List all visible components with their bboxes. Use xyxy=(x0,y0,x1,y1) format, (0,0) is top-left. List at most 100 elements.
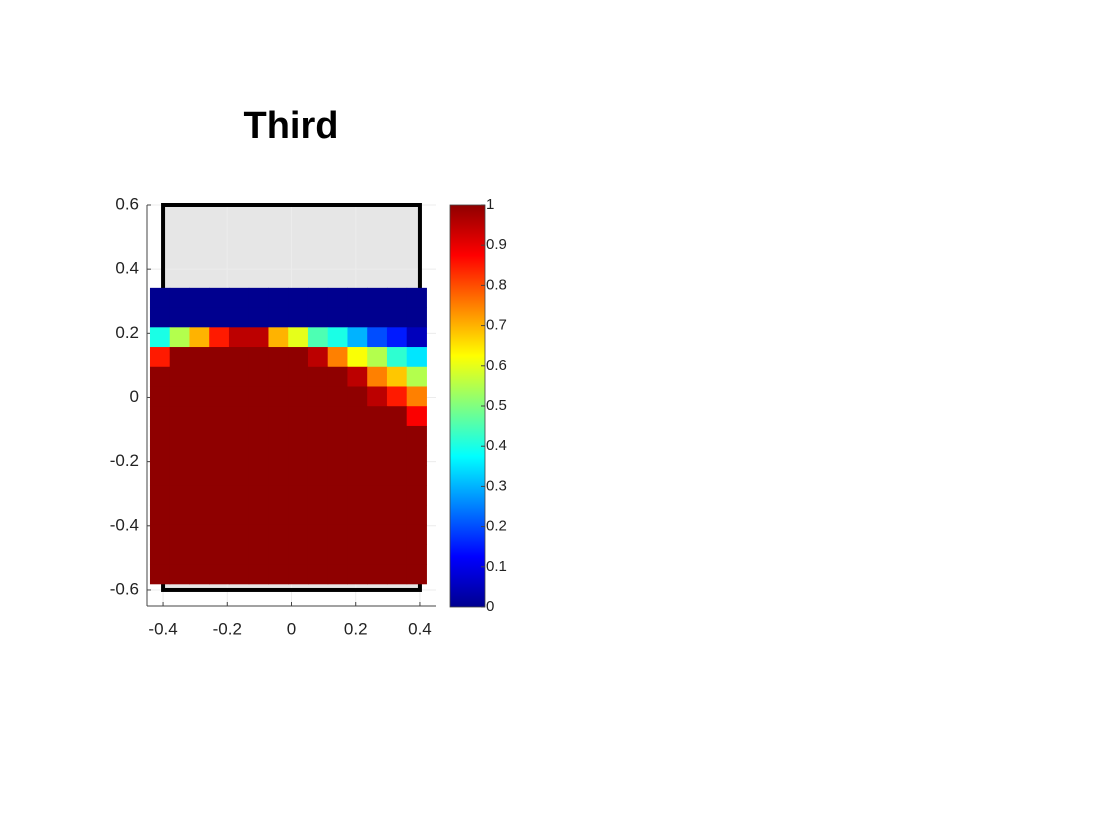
heatmap-cell xyxy=(268,445,289,466)
x-tick-label: 0.2 xyxy=(344,619,368,638)
heatmap-cell xyxy=(248,406,269,427)
heatmap-cell xyxy=(228,485,250,506)
y-tick-label: 0.2 xyxy=(115,323,139,342)
heatmap-cell xyxy=(209,544,230,565)
heatmap-cell xyxy=(149,406,171,427)
heatmap-cell xyxy=(248,485,269,506)
heatmap-cell xyxy=(327,366,348,387)
heatmap-cell xyxy=(367,287,388,309)
heatmap-cell xyxy=(248,366,269,387)
heatmap-cell xyxy=(268,465,289,486)
heatmap-cell xyxy=(386,327,408,348)
heatmap-cell xyxy=(367,386,388,407)
heatmap-cell xyxy=(347,524,368,545)
heatmap-cell xyxy=(189,465,210,486)
heatmap-cell xyxy=(288,307,309,328)
heatmap-cell xyxy=(268,544,289,565)
heatmap-cell xyxy=(149,307,171,328)
heatmap-cell xyxy=(307,307,329,328)
heatmap-cell xyxy=(228,327,250,348)
heatmap-cell xyxy=(347,347,368,368)
colorbar-tick-label: 0.3 xyxy=(486,477,507,494)
heatmap-cell xyxy=(209,524,230,545)
y-tick-label: 0.6 xyxy=(115,194,139,213)
colorbar-tick-label: 0 xyxy=(486,598,494,615)
heatmap-cell xyxy=(307,327,329,348)
heatmap-cell xyxy=(288,347,309,368)
heatmap-cell xyxy=(406,347,427,368)
heatmap-cell xyxy=(347,366,368,387)
colorbar-tick-label: 0.6 xyxy=(486,357,507,374)
heatmap-cell xyxy=(189,287,210,309)
chart-title: Third xyxy=(244,105,339,147)
heatmap-cell xyxy=(169,445,190,466)
heatmap-cell xyxy=(169,327,190,348)
heatmap-cell xyxy=(386,287,408,309)
colorbar-tick-label: 1 xyxy=(486,196,494,213)
heatmap-cell xyxy=(268,524,289,545)
heatmap-cell xyxy=(149,327,171,348)
heatmap-cell xyxy=(149,504,171,526)
heatmap-cell xyxy=(228,564,250,585)
heatmap-cell xyxy=(209,504,230,526)
colorbar-tick-label: 0.1 xyxy=(486,558,507,575)
heatmap-cell xyxy=(406,327,427,348)
heatmap-cell xyxy=(406,485,427,506)
heatmap-cell xyxy=(406,366,427,387)
heatmap-cell xyxy=(149,564,171,585)
heatmap-cell xyxy=(386,485,408,506)
heatmap-cell xyxy=(149,386,171,407)
heatmap-cell xyxy=(327,327,348,348)
heatmap-cell xyxy=(367,406,388,427)
heatmap-cell xyxy=(288,425,309,447)
colorbar: 0 0.1 0.2 0.3 0.4 0.5 0.6 0.7 0.8 0.9 1 xyxy=(449,196,507,615)
heatmap-cell xyxy=(268,386,289,407)
heatmap-cell xyxy=(327,504,348,526)
heatmap-cell xyxy=(228,366,250,387)
heatmap-cell xyxy=(268,327,289,348)
heatmap-cell xyxy=(367,524,388,545)
x-tick-label: -0.4 xyxy=(148,619,177,638)
heatmap-cell xyxy=(307,445,329,466)
colorbar-tick-label: 0.2 xyxy=(486,518,507,535)
heatmap-cell xyxy=(347,307,368,328)
heatmap-cell xyxy=(228,406,250,427)
heatmap-cell xyxy=(406,445,427,466)
heatmap-cell xyxy=(149,544,171,565)
heatmap-cell xyxy=(406,287,427,309)
heatmap-cell xyxy=(347,386,368,407)
heatmap-cell xyxy=(169,287,190,309)
heatmap-cell xyxy=(386,564,408,585)
heatmap-cell xyxy=(327,406,348,427)
heatmap-cell xyxy=(406,564,427,585)
heatmap-cell xyxy=(406,386,427,407)
heatmap-cell xyxy=(327,425,348,447)
heatmap-cell xyxy=(288,465,309,486)
heatmap-cell xyxy=(228,544,250,565)
y-tick-label: -0.4 xyxy=(110,515,139,534)
heatmap-cell xyxy=(189,544,210,565)
heatmap-cell xyxy=(248,327,269,348)
heatmap-cell xyxy=(347,544,368,565)
heatmap-cell xyxy=(189,406,210,427)
heatmap-cell xyxy=(347,327,368,348)
heatmap-cell xyxy=(327,564,348,585)
heatmap-cell xyxy=(189,504,210,526)
heatmap-cell xyxy=(169,485,190,506)
y-tick-label: 0.4 xyxy=(115,259,139,278)
heatmap-cell xyxy=(327,347,348,368)
heatmap-cell xyxy=(189,524,210,545)
heatmap-cell xyxy=(248,307,269,328)
heatmap-cell xyxy=(327,485,348,506)
heatmap-cell xyxy=(386,406,408,427)
heatmap-cell xyxy=(386,504,408,526)
heatmap-cell xyxy=(406,425,427,447)
heatmap-cell xyxy=(209,327,230,348)
heatmap-cell xyxy=(189,307,210,328)
heatmap-cell xyxy=(386,425,408,447)
heatmap-cell xyxy=(248,347,269,368)
heatmap-cell xyxy=(149,485,171,506)
heatmap-cell xyxy=(347,445,368,466)
heatmap-cell xyxy=(386,386,408,407)
heatmap-cell xyxy=(288,485,309,506)
